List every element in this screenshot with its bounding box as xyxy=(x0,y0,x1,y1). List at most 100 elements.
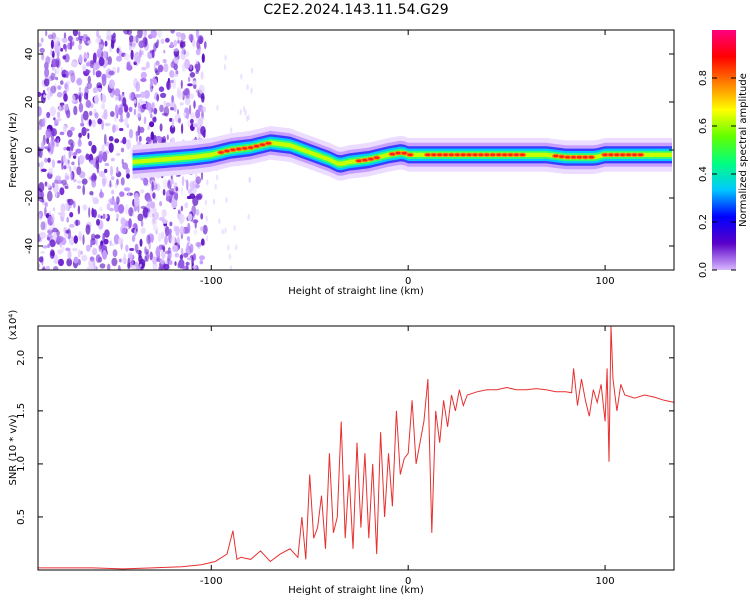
spectrogram-noise-cell xyxy=(162,189,166,196)
spectrogram-peak-core xyxy=(519,153,526,156)
spectrogram-noise-cell xyxy=(159,201,163,207)
spectrogram-noise-cell xyxy=(106,35,112,41)
spectrogram-peak-core xyxy=(218,151,224,154)
spectrogram-noise-cell xyxy=(110,157,115,162)
spectrogram-noise-cell xyxy=(78,154,85,165)
spectrogram-noise-cell xyxy=(161,112,168,116)
spectrogram-noise-cell xyxy=(81,126,87,137)
spectrogram-noise-cell xyxy=(141,128,144,133)
spectrogram-noise-cell xyxy=(149,121,155,128)
spectrogram-y-ticks: -40 -20 0 20 40 xyxy=(24,48,674,254)
spectrogram-peak-core xyxy=(626,153,632,156)
spectrogram-noise-cell xyxy=(161,250,166,259)
snr-y-tick-label: 2.0 xyxy=(16,350,27,366)
spectrogram-noise-cell xyxy=(119,127,124,132)
spectrogram-noise-cell xyxy=(129,35,134,43)
spectrogram-noise-cell xyxy=(88,140,93,147)
spectrogram-noise-cell xyxy=(198,84,205,95)
spectrogram-noise-cell xyxy=(48,226,54,231)
spectrogram-noise-cell xyxy=(68,70,75,77)
spectrogram-noise-cell xyxy=(98,150,103,157)
spectrogram-noise-cell xyxy=(164,235,168,246)
spectrogram-noise-cell xyxy=(118,237,124,245)
spectrogram-peak-core xyxy=(362,158,368,162)
spectrogram-noise-cell xyxy=(52,207,56,212)
spectrogram-noise-cell xyxy=(69,165,72,173)
colorbar-label: Normalized spectral amplitude xyxy=(738,73,749,227)
spectrogram-noise-cell xyxy=(150,131,155,141)
spectrogram-noise-cell xyxy=(179,254,184,260)
spectrogram-noise-cell xyxy=(204,41,207,50)
spectrogram-peak-core xyxy=(425,153,431,156)
spectrogram-peak-core xyxy=(356,159,362,162)
spectrogram-noise-cell xyxy=(171,78,177,89)
spectrogram-noise-cell xyxy=(140,227,146,235)
spectrogram-noise-cell xyxy=(86,82,93,90)
spectrogram-noise-cell xyxy=(84,40,87,45)
spectrogram-noise-cell xyxy=(82,204,88,211)
spectrogram-noise-cell xyxy=(96,87,103,92)
snr-y-label: SNR (10 * v/v) xyxy=(8,414,19,485)
spectrogram-noise-cell xyxy=(41,198,45,203)
spectrogram-noise-cell xyxy=(205,235,209,242)
spectrogram-noise-cell xyxy=(138,50,142,58)
spectrogram-peak-core xyxy=(265,142,271,145)
spectrogram-noise-cell xyxy=(98,170,106,178)
spectrogram-noise-cell xyxy=(70,126,75,132)
spectrogram-noise-cell xyxy=(112,124,116,133)
spectrogram-noise-cell xyxy=(165,37,170,43)
spectrogram-noise-cell xyxy=(197,133,202,137)
spectrogram-noise-cell xyxy=(44,206,47,217)
spectrogram-noise-cell xyxy=(174,261,177,266)
spectrogram-noise-cell xyxy=(108,79,115,89)
spectrogram-noise-cell xyxy=(160,92,167,99)
spectrogram-peak-core xyxy=(502,153,508,156)
spectrogram-noise-cell xyxy=(191,205,197,217)
spectrogram-noise-cell xyxy=(51,50,55,59)
spectrogram-noise-cell xyxy=(55,76,59,81)
spectrogram-noise-cell xyxy=(109,207,114,212)
spectrogram-noise-cell xyxy=(69,40,73,50)
spectrogram-noise-cell xyxy=(180,248,184,254)
spectrogram-noise-cell xyxy=(114,111,117,123)
spectrogram-noise-cell xyxy=(78,95,81,102)
spectrogram-noise-cell xyxy=(174,190,179,202)
spectrogram-noise-cell xyxy=(58,258,64,267)
spectrogram-noise-cell xyxy=(88,259,94,267)
spectrogram-noise-cell xyxy=(186,236,190,241)
spectrogram-noise-cell xyxy=(136,249,142,255)
spectrogram-noise-cell xyxy=(90,175,94,182)
spectrogram-peak-core xyxy=(448,153,455,156)
spectrogram-noise-cell xyxy=(44,114,47,124)
spectrogram-noise-cell xyxy=(88,207,91,218)
spectrogram-noise-cell xyxy=(78,31,81,37)
spectrogram-noise-cell xyxy=(158,86,165,92)
spectrogram-y-tick-label: 0 xyxy=(24,147,35,153)
spectrogram-noise-cell xyxy=(163,100,167,108)
spectrogram-noise-cell xyxy=(98,44,104,49)
spectrogram-noise-cell xyxy=(160,231,165,240)
spectrogram-noise-cell xyxy=(199,37,203,45)
spectrogram-peak-core xyxy=(374,156,380,159)
spectrogram-noise-cell xyxy=(83,58,87,62)
spectrogram-noise-cell xyxy=(135,34,139,44)
spectrogram-y-tick-label: 20 xyxy=(24,96,35,109)
spectrogram-noise-cell xyxy=(73,105,78,116)
spectrogram-noise-cell xyxy=(188,33,194,42)
spectrogram-noise-cell xyxy=(102,151,108,162)
spectrogram-noise-cell xyxy=(89,191,94,196)
spectrogram-noise-cell xyxy=(202,130,206,138)
spectrogram-peak-core xyxy=(242,147,248,150)
spectrogram-noise-cell xyxy=(119,191,125,197)
spectrogram-noise-cell xyxy=(102,213,106,220)
spectrogram-noise-cell xyxy=(53,117,56,121)
spectrogram-noise-cell xyxy=(206,179,209,186)
snr-y-tick-label: 1.0 xyxy=(16,456,27,472)
spectrogram-noise-cell xyxy=(190,118,194,124)
spectrogram-noise-cell xyxy=(200,117,205,121)
spectrogram-noise-cell xyxy=(71,94,76,104)
spectrogram-noise-cell xyxy=(189,64,193,70)
snr-y-tick-label: 0.5 xyxy=(16,509,27,525)
spectrogram-noise-cell xyxy=(165,250,171,255)
spectrogram-noise-cell xyxy=(155,70,160,76)
